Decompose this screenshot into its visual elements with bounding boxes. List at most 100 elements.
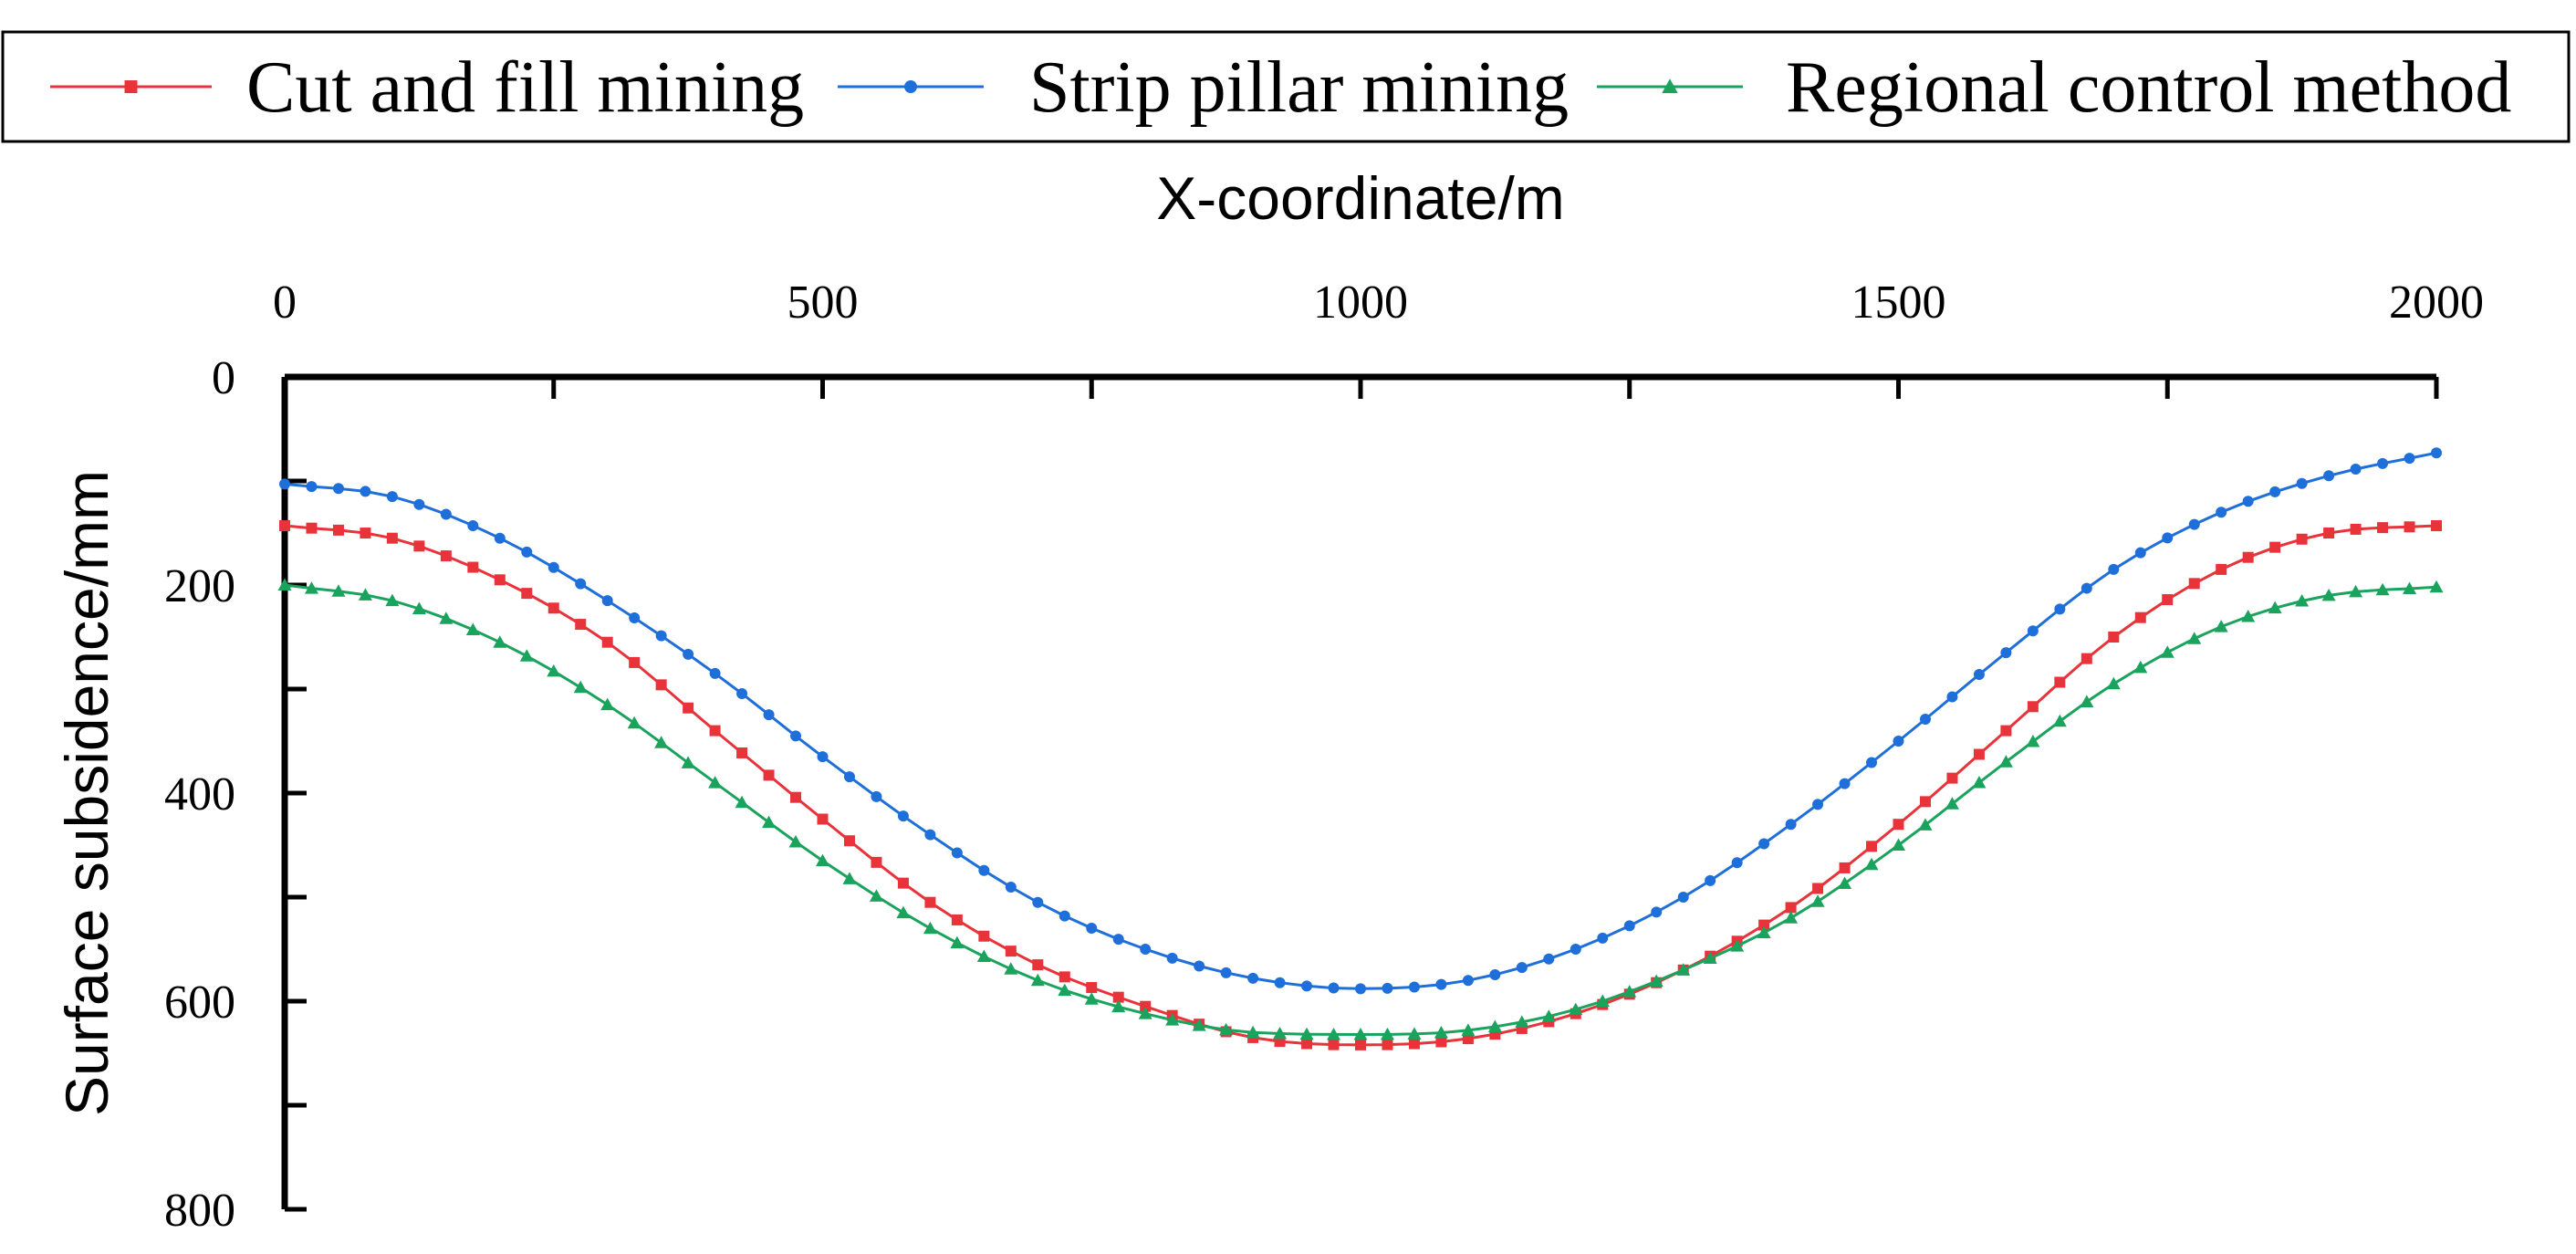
data-point (465, 622, 480, 636)
data-point (306, 481, 318, 493)
data-point (600, 697, 615, 711)
data-point (788, 835, 803, 848)
data-point (2296, 533, 2308, 545)
data-point (1138, 1007, 1152, 1019)
data-point (736, 688, 748, 700)
x-tick-label: 0 (273, 277, 297, 329)
data-point (1382, 982, 1393, 994)
data-point (1893, 819, 1904, 831)
data-point (1005, 882, 1017, 893)
data-point (790, 791, 802, 803)
data-point (2134, 611, 2146, 623)
data-point (2350, 523, 2362, 535)
data-point (1730, 939, 1745, 952)
data-point (1407, 1027, 1422, 1040)
data-point (817, 813, 829, 825)
data-point (521, 588, 533, 600)
data-point (467, 519, 479, 531)
data-point (1731, 857, 1743, 869)
data-point (1084, 992, 1099, 1005)
data-point (601, 636, 613, 648)
data-point (842, 872, 857, 884)
y-tick-label: 400 (164, 768, 235, 820)
data-point (1408, 981, 1420, 993)
data-point (1112, 934, 1124, 946)
data-point (869, 889, 883, 902)
data-point (279, 520, 290, 532)
data-point (681, 756, 695, 768)
data-point (897, 877, 909, 889)
data-point (1461, 1023, 1476, 1036)
data-point (736, 747, 748, 758)
data-point (2323, 470, 2335, 482)
plot-series (277, 447, 2444, 1050)
data-point (1812, 883, 1824, 894)
data-point (306, 522, 318, 534)
data-point (1758, 838, 1770, 850)
data-point (1812, 799, 1824, 810)
data-point (1973, 748, 1985, 760)
data-point (1030, 973, 1045, 987)
data-point (386, 532, 398, 544)
y-tick-label: 0 (212, 352, 235, 404)
data-point (2108, 632, 2120, 643)
data-point (2404, 521, 2415, 533)
data-point (1140, 1000, 1152, 1012)
data-point (1651, 906, 1663, 918)
data-point (924, 829, 936, 841)
data-point (1059, 910, 1070, 922)
data-point (304, 581, 318, 594)
data-point (412, 601, 426, 614)
data-point (763, 769, 775, 781)
data-point (1866, 757, 1878, 768)
data-point (1435, 1036, 1447, 1048)
data-point (1301, 980, 1313, 992)
legend-entry: Strip pillar mining (838, 47, 1569, 128)
data-point (2429, 580, 2444, 593)
data-point (1622, 985, 1637, 998)
data-point (629, 656, 641, 668)
data-point (709, 667, 721, 679)
data-point (2080, 695, 2094, 707)
data-point (1434, 1026, 1448, 1039)
data-point (1380, 1027, 1394, 1040)
data-point (763, 709, 775, 721)
data-point (1328, 1039, 1340, 1050)
data-point (1919, 796, 1931, 808)
data-point (1382, 1039, 1393, 1050)
y-axis-title: Surface subsidence/mm (53, 470, 120, 1116)
data-point (2000, 725, 2012, 737)
data-point (1785, 902, 1797, 914)
data-point (332, 524, 344, 536)
data-point (2026, 734, 2040, 747)
data-point (601, 595, 613, 607)
data-point (1353, 1027, 1368, 1040)
data-point (1866, 841, 1878, 852)
data-point (1032, 959, 1044, 971)
data-point (2188, 578, 2200, 590)
data-point (843, 771, 855, 783)
data-point (1246, 1025, 1260, 1039)
data-point (467, 561, 479, 573)
data-point (2269, 541, 2281, 553)
data-point (2295, 594, 2310, 607)
data-point (494, 574, 506, 586)
data-point (548, 561, 559, 573)
data-point (1946, 691, 1958, 703)
data-point (1541, 1009, 1556, 1022)
data-point (1166, 952, 1178, 964)
x-tick-label: 500 (787, 277, 859, 329)
data-point (279, 478, 290, 490)
data-point (413, 498, 425, 510)
data-point (2242, 551, 2254, 563)
data-point (1059, 971, 1070, 983)
data-point (2241, 609, 2256, 622)
data-point (1327, 1027, 1341, 1040)
legend-label: Regional control method (1786, 47, 2511, 128)
data-point (2187, 632, 2202, 644)
data-point (1703, 951, 1717, 965)
data-point (521, 546, 533, 558)
data-point (1705, 874, 1716, 886)
data-point (1919, 714, 1931, 726)
